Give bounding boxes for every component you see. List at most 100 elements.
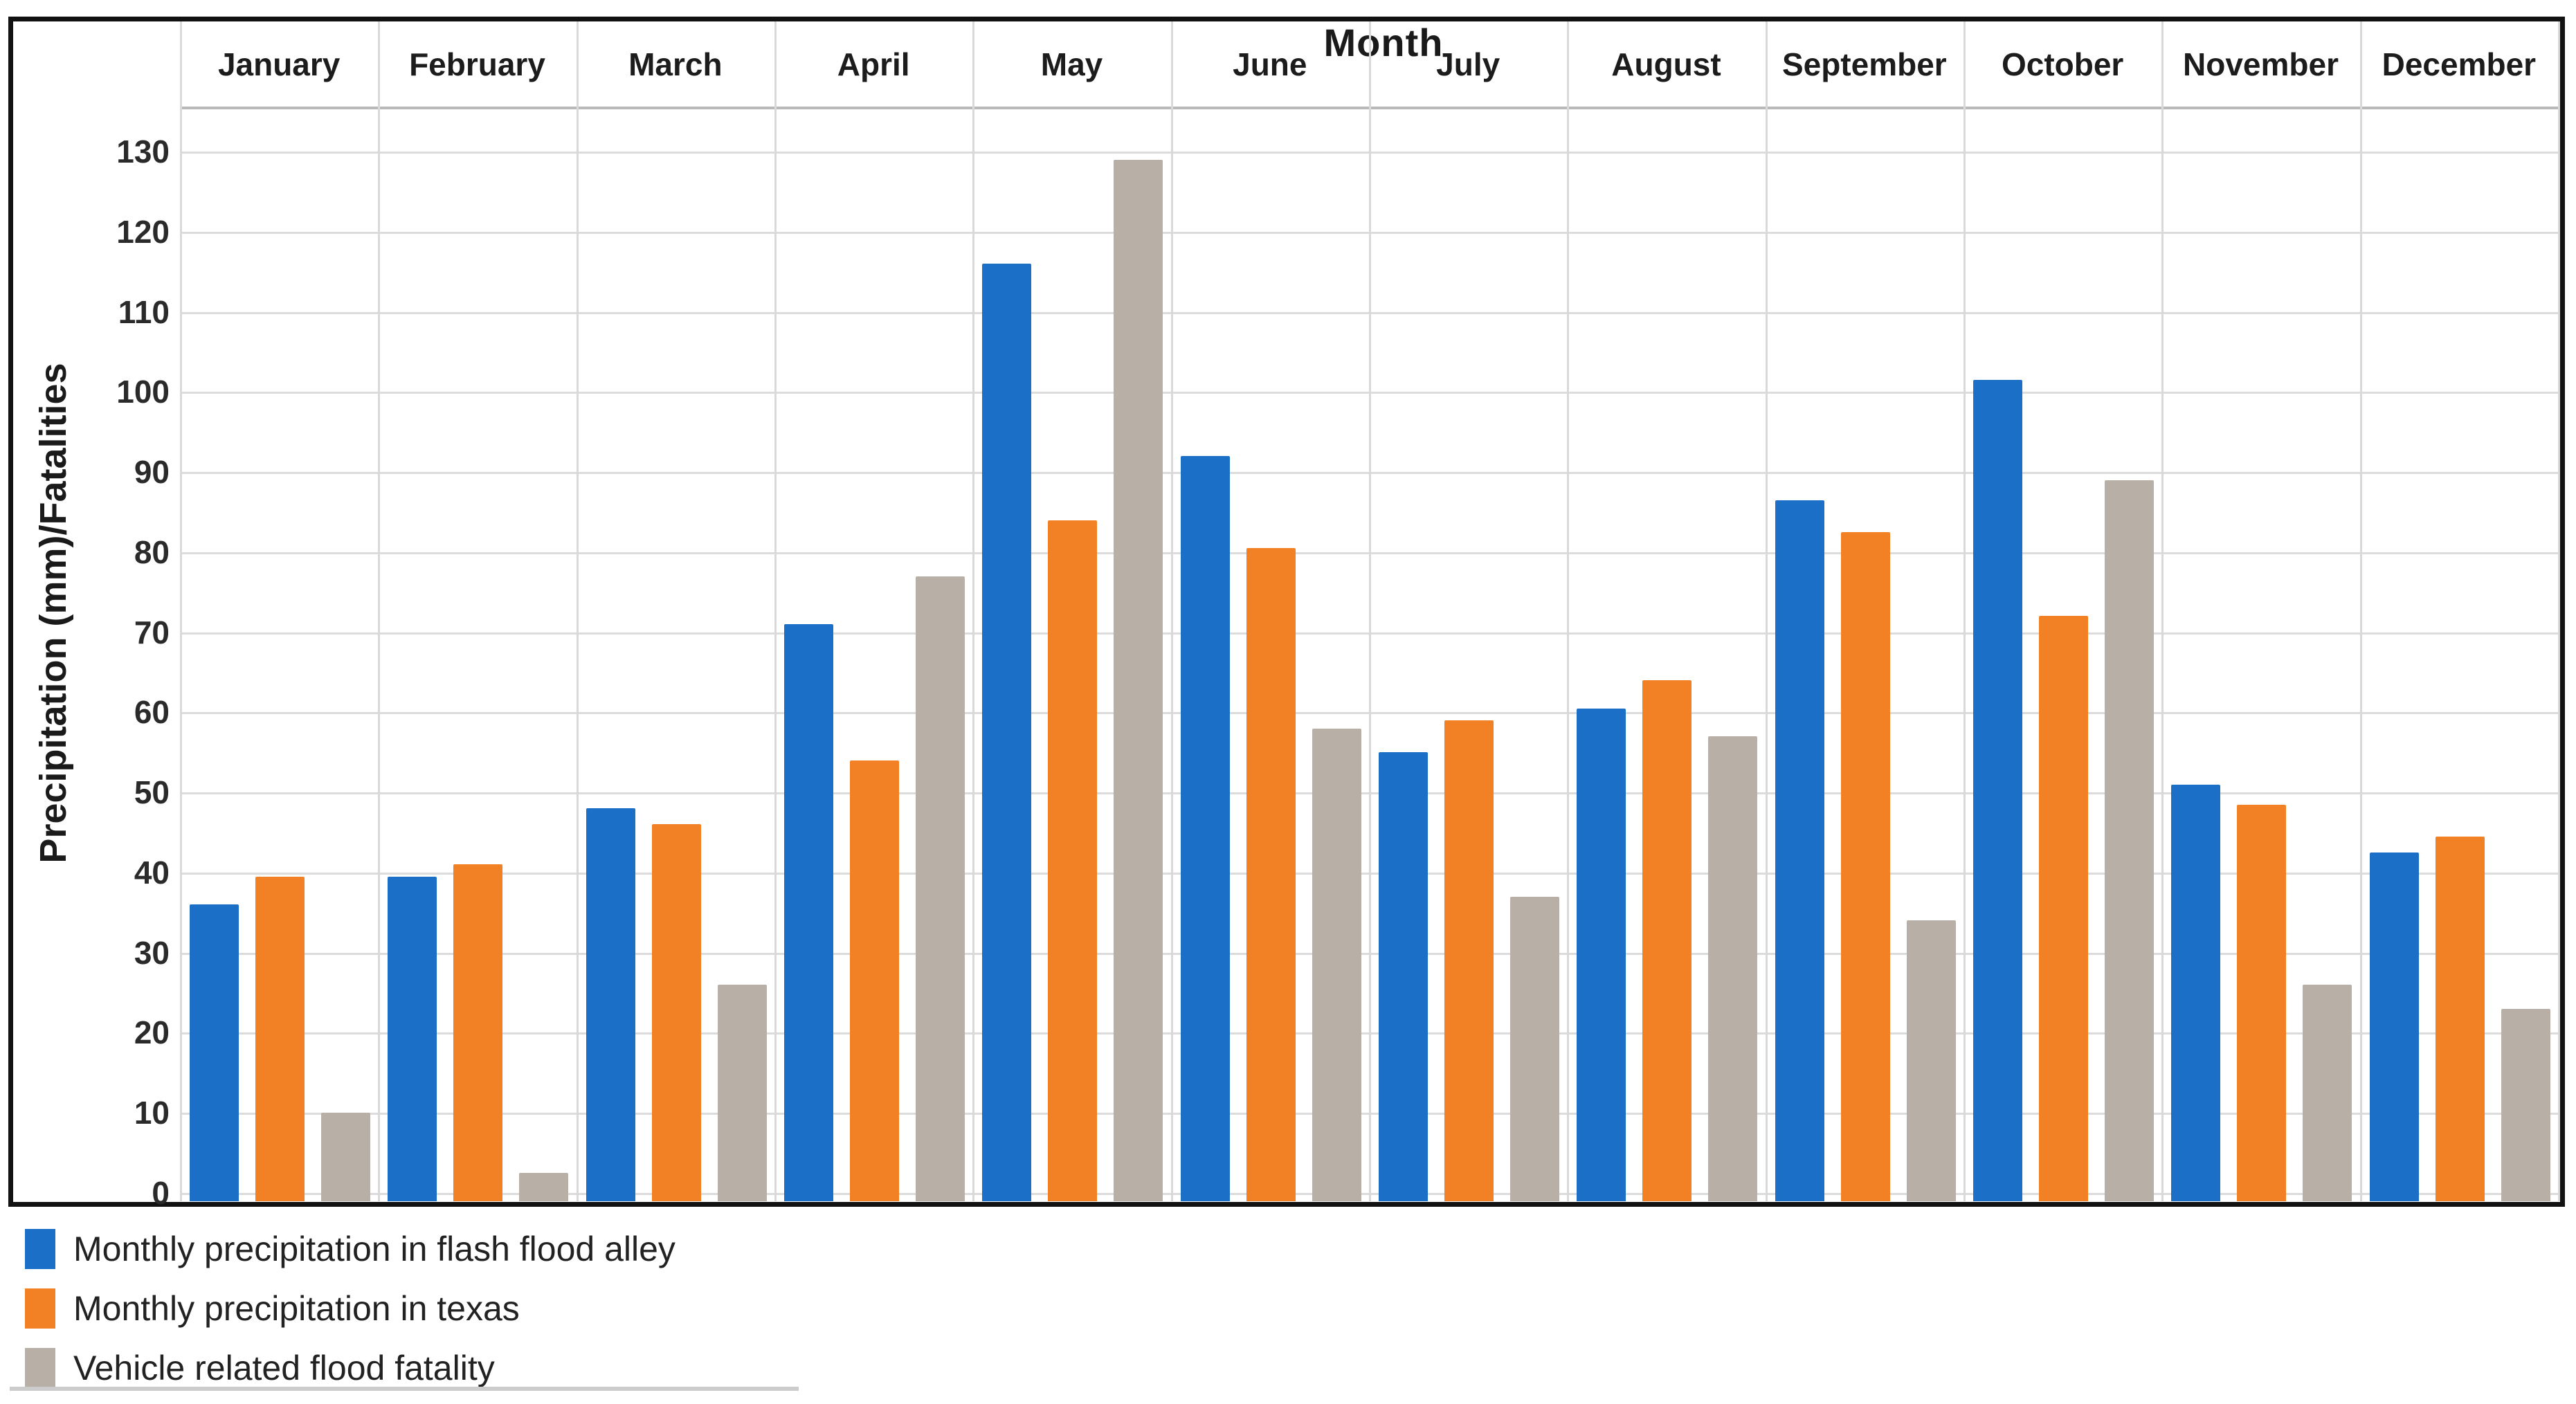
month-separator — [1171, 21, 1173, 1201]
bar-january-vehicle-related-flood-fatality — [321, 1113, 370, 1201]
bar-october-monthly-precipitation-in-flash-flood-alley — [1973, 380, 2022, 1201]
month-separator — [577, 21, 579, 1201]
bar-may-vehicle-related-flood-fatality — [1114, 160, 1163, 1201]
bar-june-monthly-precipitation-in-flash-flood-alley — [1180, 456, 1230, 1201]
bar-september-vehicle-related-flood-fatality — [1906, 920, 1956, 1201]
legend-item: Vehicle related flood fatality — [25, 1338, 675, 1398]
legend-label: Monthly precipitation in texas — [73, 1289, 520, 1328]
bar-group-october — [1963, 107, 2161, 1201]
month-separator — [2161, 21, 2164, 1201]
month-label-october: October — [2001, 46, 2124, 82]
month-separator — [2558, 21, 2560, 1201]
bar-january-monthly-precipitation-in-texas — [255, 877, 305, 1201]
bar-december-monthly-precipitation-in-flash-flood-alley — [2369, 853, 2419, 1201]
month-separator — [2360, 21, 2362, 1201]
chart-frame: Month Precipitation (mm)/Fatalities Janu… — [8, 17, 2565, 1211]
bar-group-august — [1567, 107, 1765, 1201]
y-tick-label-10: 10 — [134, 1095, 170, 1131]
bar-december-monthly-precipitation-in-texas — [2435, 837, 2485, 1201]
bar-june-vehicle-related-flood-fatality — [1312, 729, 1361, 1201]
month-label-september: September — [1781, 46, 1947, 82]
plot-area — [180, 21, 2560, 1201]
y-tick-label-30: 30 — [134, 934, 170, 971]
month-label-november: November — [2183, 46, 2339, 82]
y-tick-label-100: 100 — [116, 374, 170, 410]
bar-group-december — [2360, 107, 2558, 1201]
bar-february-vehicle-related-flood-fatality — [519, 1173, 569, 1201]
chart-title: Month — [1323, 21, 1444, 64]
bar-november-vehicle-related-flood-fatality — [2303, 985, 2352, 1201]
month-label-april: April — [837, 46, 910, 82]
bar-group-february — [378, 107, 576, 1201]
bar-july-vehicle-related-flood-fatality — [1510, 897, 1559, 1201]
legend-swatch-icon — [25, 1348, 55, 1388]
bar-april-vehicle-related-flood-fatality — [916, 576, 965, 1201]
month-label-december: December — [2382, 46, 2537, 82]
month-label-august: August — [1611, 46, 1721, 82]
month-separator — [1766, 21, 1768, 1201]
month-separator — [1567, 21, 1569, 1201]
legend: Monthly precipitation in flash flood all… — [25, 1219, 675, 1398]
bar-august-vehicle-related-flood-fatality — [1708, 736, 1758, 1201]
bar-january-monthly-precipitation-in-flash-flood-alley — [190, 904, 239, 1201]
bar-november-monthly-precipitation-in-flash-flood-alley — [2171, 785, 2221, 1201]
bar-march-monthly-precipitation-in-texas — [651, 824, 701, 1201]
bar-march-monthly-precipitation-in-flash-flood-alley — [586, 808, 635, 1201]
y-tick-label-120: 120 — [116, 213, 170, 250]
y-tick-label-60: 60 — [134, 694, 170, 731]
bar-september-monthly-precipitation-in-flash-flood-alley — [1775, 500, 1824, 1201]
legend-item: Monthly precipitation in flash flood all… — [25, 1219, 675, 1279]
bar-may-monthly-precipitation-in-flash-flood-alley — [982, 264, 1032, 1201]
bar-april-monthly-precipitation-in-flash-flood-alley — [784, 624, 833, 1201]
legend-label: Monthly precipitation in flash flood all… — [73, 1230, 675, 1268]
bar-april-monthly-precipitation-in-texas — [850, 760, 899, 1201]
y-tick-label-50: 50 — [134, 774, 170, 811]
bar-november-monthly-precipitation-in-texas — [2237, 805, 2287, 1201]
legend-underline — [10, 1387, 799, 1391]
bar-group-april — [774, 107, 972, 1201]
bar-group-may — [972, 107, 1170, 1201]
legend-item: Monthly precipitation in texas — [25, 1279, 675, 1338]
legend-swatch-icon — [25, 1229, 55, 1269]
legend-swatch-icon — [25, 1288, 55, 1329]
bar-june-monthly-precipitation-in-texas — [1246, 548, 1296, 1201]
month-label-may: May — [1040, 46, 1103, 82]
month-label-february: February — [409, 46, 545, 82]
y-tick-label-0: 0 — [152, 1175, 170, 1211]
month-separator — [1369, 21, 1371, 1201]
month-label-june: June — [1233, 46, 1307, 82]
month-separator — [1963, 21, 1966, 1201]
month-label-july: July — [1436, 46, 1500, 82]
bar-group-november — [2161, 107, 2359, 1201]
y-tick-label-70: 70 — [134, 614, 170, 650]
bar-september-monthly-precipitation-in-texas — [1840, 532, 1890, 1201]
y-tick-label-20: 20 — [134, 1014, 170, 1051]
bar-july-monthly-precipitation-in-texas — [1444, 720, 1494, 1201]
bar-october-vehicle-related-flood-fatality — [2105, 480, 2154, 1201]
y-tick-label-80: 80 — [134, 534, 170, 570]
month-separator — [774, 21, 777, 1201]
bar-august-monthly-precipitation-in-flash-flood-alley — [1577, 709, 1626, 1201]
month-label-march: March — [628, 46, 723, 82]
bar-july-monthly-precipitation-in-flash-flood-alley — [1379, 752, 1428, 1201]
y-tick-label-130: 130 — [116, 133, 170, 170]
y-tick-label-90: 90 — [134, 454, 170, 491]
month-separator — [972, 21, 974, 1201]
bar-group-march — [577, 107, 774, 1201]
month-separator — [378, 21, 380, 1201]
month-label-january: January — [217, 46, 341, 82]
bar-group-july — [1369, 107, 1567, 1201]
bar-october-monthly-precipitation-in-texas — [2039, 616, 2088, 1201]
bar-group-september — [1766, 107, 1963, 1201]
bar-group-june — [1171, 107, 1369, 1201]
bar-december-vehicle-related-flood-fatality — [2501, 1009, 2550, 1201]
y-tick-label-40: 40 — [134, 854, 170, 891]
bar-march-vehicle-related-flood-fatality — [717, 985, 767, 1201]
bar-may-monthly-precipitation-in-texas — [1048, 520, 1098, 1201]
bar-february-monthly-precipitation-in-flash-flood-alley — [388, 877, 437, 1201]
legend-label: Vehicle related flood fatality — [73, 1349, 495, 1387]
bar-august-monthly-precipitation-in-texas — [1642, 680, 1692, 1201]
bar-february-monthly-precipitation-in-texas — [453, 864, 503, 1201]
y-tick-label-110: 110 — [118, 293, 170, 330]
month-separator — [180, 21, 182, 1201]
